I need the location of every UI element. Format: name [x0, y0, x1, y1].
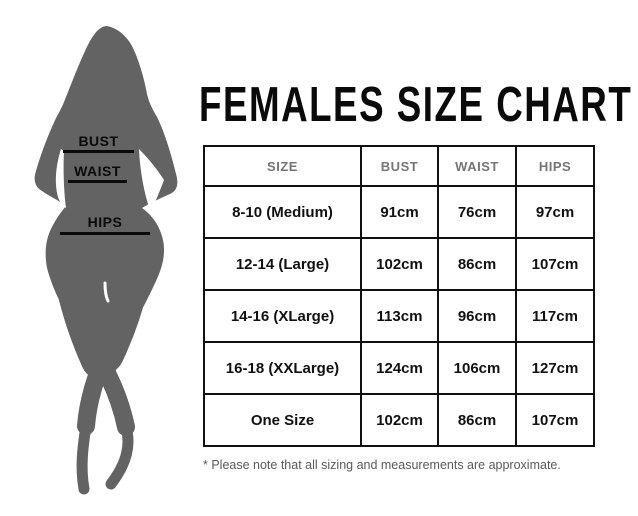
- bust-cell: 102cm: [360, 393, 439, 447]
- table-row: 12-14 (Large) 102cm 86cm 107cm: [203, 237, 595, 291]
- table-header-row: SIZE BUST WAIST HIPS: [203, 145, 595, 187]
- bust-line: [63, 150, 134, 153]
- arm-gap-right: [139, 149, 164, 212]
- bust-label: BUST: [78, 133, 119, 149]
- col-header-size: SIZE: [203, 145, 362, 187]
- col-header-hips: HIPS: [515, 145, 595, 187]
- hips-label: HIPS: [87, 214, 123, 230]
- thigh-gap: [103, 281, 110, 303]
- table-row: One Size 102cm 86cm 107cm: [203, 393, 595, 447]
- approximation-footnote: * Please note that all sizing and measur…: [203, 458, 561, 472]
- col-header-bust: BUST: [360, 145, 439, 187]
- waist-cell: 106cm: [437, 341, 517, 395]
- col-header-waist: WAIST: [437, 145, 517, 187]
- size-chart-table: SIZE BUST WAIST HIPS 8-10 (Medium) 91cm …: [203, 145, 595, 447]
- arm-gap-left: [55, 149, 66, 208]
- waist-cell: 86cm: [437, 393, 517, 447]
- waist-label: WAIST: [74, 163, 121, 179]
- size-cell: 14-16 (XLarge): [203, 289, 362, 343]
- table-row: 16-18 (XXLarge) 124cm 106cm 127cm: [203, 341, 595, 395]
- size-cell: One Size: [203, 393, 362, 447]
- female-silhouette: [34, 26, 178, 495]
- bust-cell: 124cm: [360, 341, 439, 395]
- page-title: FEMALES SIZE CHART: [199, 78, 633, 132]
- size-cell: 8-10 (Medium): [203, 185, 362, 239]
- size-cell: 16-18 (XXLarge): [203, 341, 362, 395]
- waist-cell: 96cm: [437, 289, 517, 343]
- hips-cell: 127cm: [515, 341, 595, 395]
- hips-cell: 107cm: [515, 393, 595, 447]
- waist-line: [68, 180, 127, 183]
- bust-cell: 91cm: [360, 185, 439, 239]
- hips-cell: 97cm: [515, 185, 595, 239]
- hips-line: [60, 232, 150, 235]
- size-cell: 12-14 (Large): [203, 237, 362, 291]
- waist-cell: 76cm: [437, 185, 517, 239]
- silhouette-hand: [52, 248, 64, 276]
- hips-cell: 107cm: [515, 237, 595, 291]
- table-row: 8-10 (Medium) 91cm 76cm 97cm: [203, 185, 595, 239]
- table-row: 14-16 (XLarge) 113cm 96cm 117cm: [203, 289, 595, 343]
- silhouette-body: [34, 26, 178, 322]
- waist-cell: 86cm: [437, 237, 517, 291]
- bust-cell: 102cm: [360, 237, 439, 291]
- bust-cell: 113cm: [360, 289, 439, 343]
- silhouette-legs: [57, 271, 147, 495]
- hips-cell: 117cm: [515, 289, 595, 343]
